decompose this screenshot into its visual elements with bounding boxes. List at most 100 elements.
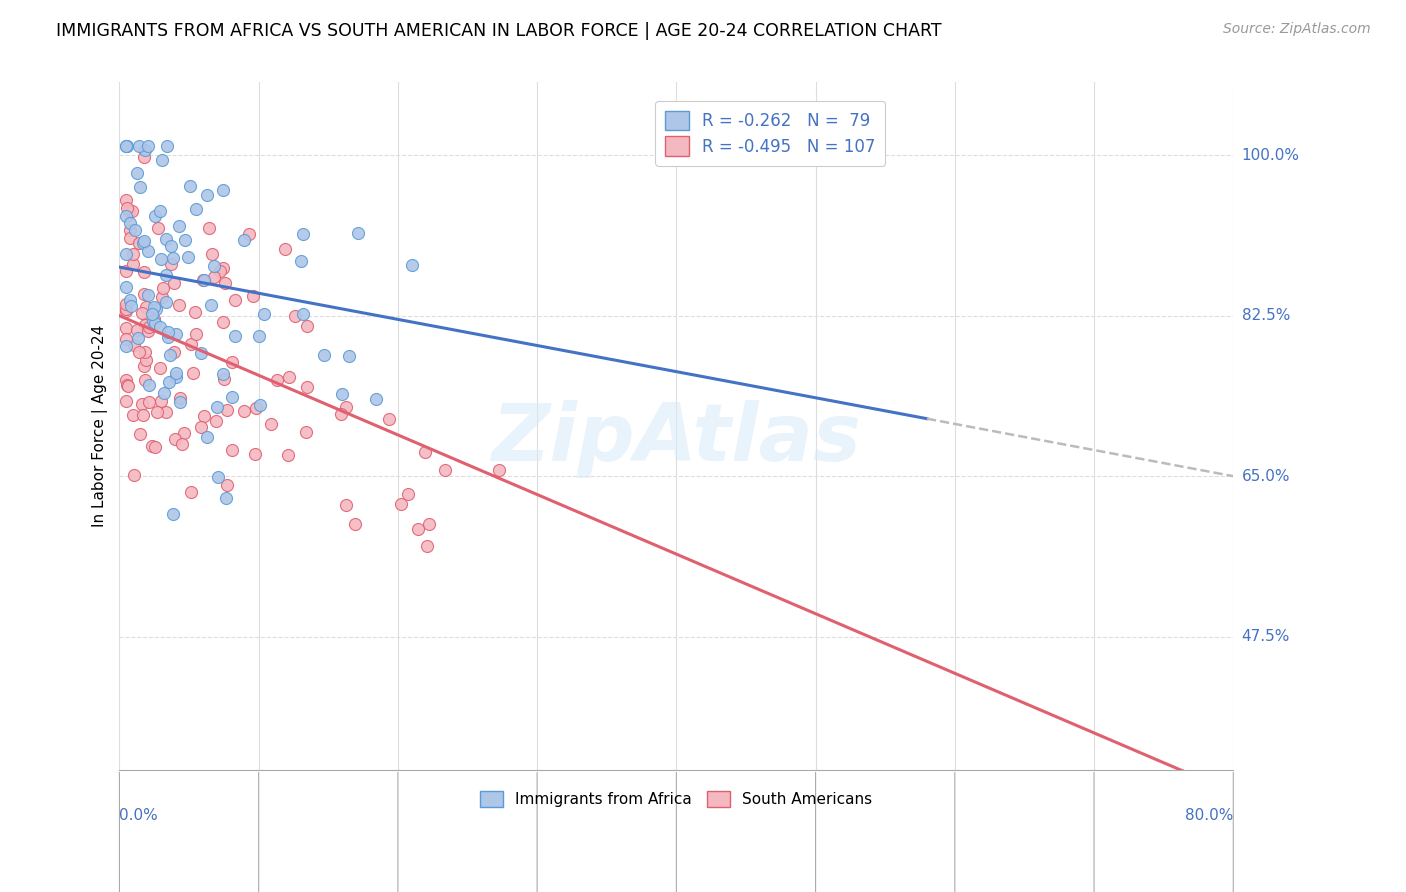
Point <box>266 373 288 387</box>
Point <box>132 150 155 164</box>
Point <box>274 243 297 257</box>
Point <box>143 312 166 326</box>
Point <box>125 165 148 179</box>
Point <box>115 139 138 153</box>
Point <box>160 239 183 253</box>
Point <box>249 398 271 412</box>
Point <box>120 293 142 307</box>
Point <box>117 379 139 393</box>
Point <box>134 143 156 157</box>
Point <box>118 223 141 237</box>
Point <box>138 394 160 409</box>
Point <box>124 223 146 237</box>
Point <box>138 378 160 392</box>
Point <box>115 201 138 215</box>
Point <box>295 319 318 334</box>
Point <box>115 194 138 208</box>
Point <box>224 293 246 307</box>
Point <box>169 391 191 405</box>
Point <box>143 316 166 330</box>
Point <box>173 425 195 440</box>
Point <box>290 254 312 268</box>
Point <box>232 404 254 418</box>
Point <box>200 298 222 312</box>
Point <box>150 291 173 305</box>
Point <box>201 247 224 261</box>
Point <box>211 260 233 275</box>
Point <box>184 327 207 342</box>
Point <box>134 373 156 387</box>
Point <box>193 273 215 287</box>
Point <box>214 372 236 386</box>
Point <box>143 209 166 223</box>
Point <box>135 301 157 315</box>
Point <box>125 323 148 337</box>
Point <box>115 301 138 316</box>
Point <box>124 338 146 352</box>
Point <box>253 307 276 321</box>
Point <box>243 447 266 461</box>
Point <box>115 280 138 294</box>
Point <box>162 508 184 522</box>
Point <box>238 227 260 242</box>
Point <box>163 433 186 447</box>
Point <box>215 491 238 505</box>
Point <box>146 220 169 235</box>
Point <box>136 325 159 339</box>
Text: Source: ZipAtlas.com: Source: ZipAtlas.com <box>1223 22 1371 37</box>
Point <box>221 390 243 404</box>
Text: ZipAtlas: ZipAtlas <box>492 401 862 478</box>
Point <box>205 400 228 414</box>
Text: 80.0%: 80.0% <box>1185 808 1233 823</box>
Point <box>115 246 138 260</box>
Point <box>142 314 165 328</box>
Point <box>488 463 510 477</box>
Point <box>149 360 172 375</box>
Point <box>183 304 205 318</box>
Point <box>131 408 153 422</box>
Point <box>165 326 187 341</box>
Point <box>145 302 167 317</box>
Point <box>138 320 160 334</box>
Point <box>118 231 141 245</box>
Point <box>212 183 235 197</box>
Point <box>128 139 150 153</box>
Point <box>413 445 436 459</box>
Point <box>242 289 264 303</box>
Point <box>159 349 181 363</box>
Point <box>150 252 173 266</box>
Point <box>277 369 299 384</box>
Point <box>221 443 243 458</box>
Point <box>167 219 190 234</box>
Point <box>217 402 239 417</box>
Point <box>136 244 159 259</box>
Point <box>418 516 440 531</box>
Point <box>131 397 153 411</box>
Point <box>212 368 235 382</box>
Point <box>415 539 437 553</box>
Point <box>132 287 155 301</box>
Point <box>193 273 215 287</box>
Point <box>115 332 138 346</box>
Point <box>202 260 225 274</box>
Point <box>141 439 163 453</box>
Point <box>128 345 150 359</box>
Point <box>215 478 238 492</box>
Point <box>143 440 166 454</box>
Point <box>284 309 307 323</box>
Point <box>205 414 228 428</box>
Point <box>165 369 187 384</box>
Point <box>297 380 319 394</box>
Point <box>195 188 218 202</box>
Point <box>121 204 143 219</box>
Point <box>180 337 202 351</box>
Point <box>115 393 138 408</box>
Point <box>157 375 180 389</box>
Point <box>115 139 138 153</box>
Point <box>136 139 159 153</box>
Point <box>167 298 190 312</box>
Text: IMMIGRANTS FROM AFRICA VS SOUTH AMERICAN IN LABOR FORCE | AGE 20-24 CORRELATION : IMMIGRANTS FROM AFRICA VS SOUTH AMERICAN… <box>56 22 942 40</box>
Point <box>134 234 156 248</box>
Point <box>115 321 138 335</box>
Point <box>260 417 283 432</box>
